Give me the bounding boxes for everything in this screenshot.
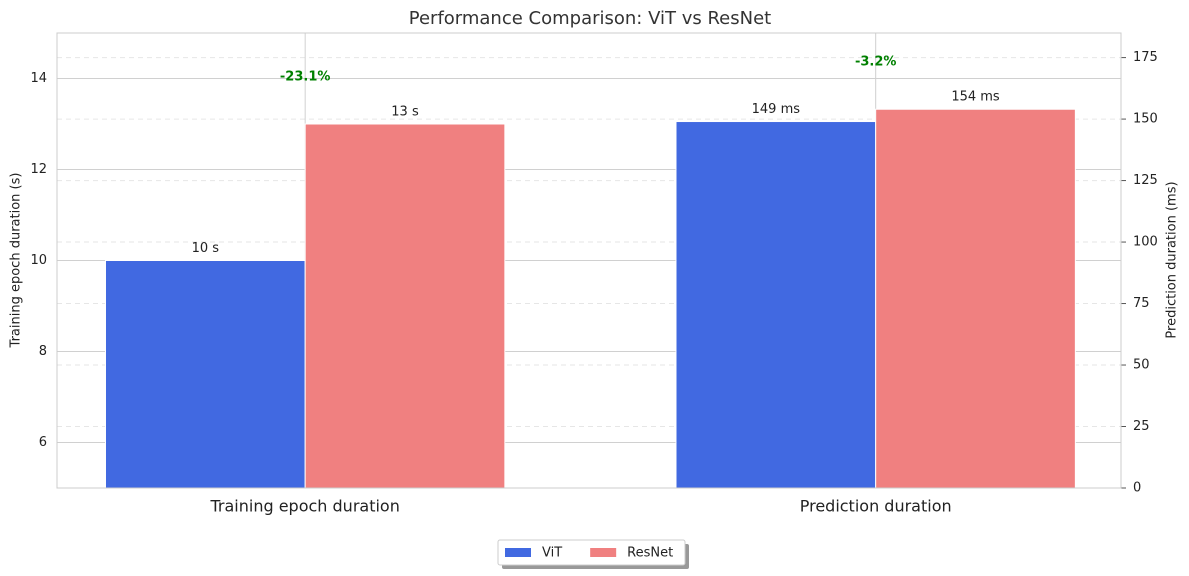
value-label: 154 ms bbox=[951, 90, 1000, 105]
y2-axis-label: Prediction duration (ms) bbox=[1165, 181, 1180, 338]
y2-tick-label: 50 bbox=[1133, 358, 1150, 373]
bar bbox=[675, 121, 877, 489]
bar bbox=[875, 108, 1076, 489]
y2-tick-label: 0 bbox=[1133, 481, 1141, 496]
y2-tick-label: 125 bbox=[1133, 173, 1158, 188]
plot-frame bbox=[56, 32, 1122, 489]
y-tick-label: 6 bbox=[39, 435, 47, 450]
y2-tick-label: 100 bbox=[1133, 235, 1158, 250]
x-tick-label: Prediction duration bbox=[800, 497, 952, 516]
legend-swatch bbox=[590, 548, 617, 557]
bar bbox=[104, 260, 306, 489]
x-tick-label: Training epoch duration bbox=[209, 497, 399, 516]
y2-tick-label: 150 bbox=[1133, 112, 1158, 127]
annotation: -3.2% bbox=[855, 55, 896, 70]
y-tick-label: 12 bbox=[30, 162, 47, 177]
bar bbox=[304, 123, 506, 489]
y-axis-label: Training epoch duration (s) bbox=[9, 173, 24, 349]
value-label: 149 ms bbox=[752, 102, 801, 117]
legend-label: ViT bbox=[542, 546, 562, 561]
y2-tick-label: 175 bbox=[1133, 50, 1158, 65]
y-tick-label: 8 bbox=[39, 344, 47, 359]
y-tick-label: 14 bbox=[30, 71, 47, 86]
chart-title: Performance Comparison: ViT vs ResNet bbox=[409, 8, 771, 29]
legend-label: ResNet bbox=[627, 546, 673, 561]
value-label: 13 s bbox=[391, 105, 419, 120]
annotation: -23.1% bbox=[280, 70, 331, 85]
y2-tick-label: 25 bbox=[1133, 419, 1150, 434]
legend: ViT ResNet bbox=[497, 539, 689, 569]
value-label: 10 s bbox=[192, 241, 220, 256]
y2-tick-label: 75 bbox=[1133, 296, 1150, 311]
legend-swatch bbox=[505, 548, 531, 557]
y-tick-label: 10 bbox=[30, 253, 47, 268]
